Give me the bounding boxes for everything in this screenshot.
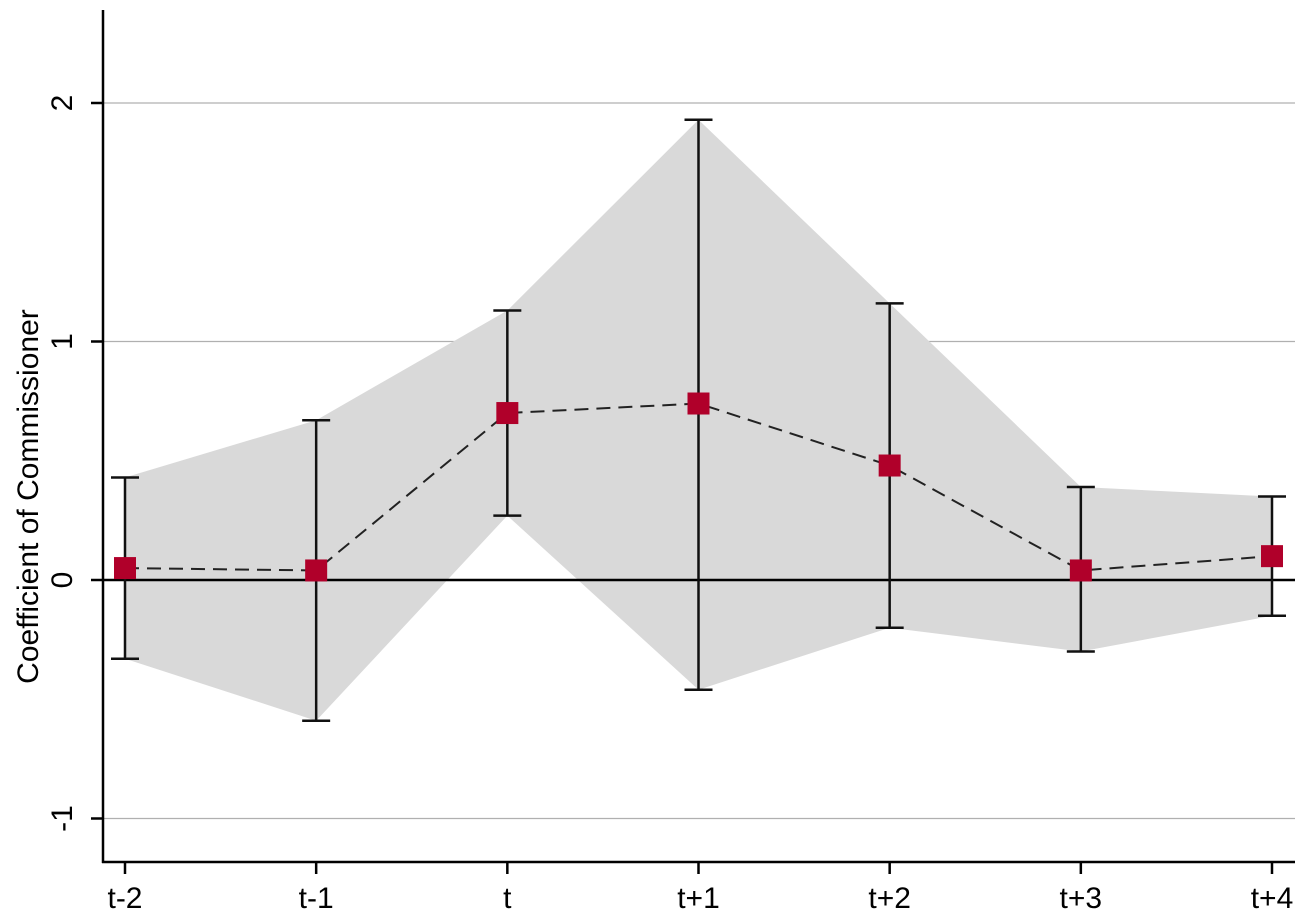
x-tick-label: t: [503, 882, 512, 915]
x-tick-label: t+4: [1251, 882, 1294, 915]
x-tick-label: t+1: [677, 882, 720, 915]
x-tick-labels: t-2 t-1 t t+1 t+2 t+3 t+4: [107, 862, 1293, 915]
data-point-marker: [114, 557, 136, 580]
data-point-marker: [1261, 545, 1283, 568]
data-markers: [114, 392, 1283, 582]
data-point-marker: [878, 454, 901, 477]
data-point-marker: [496, 402, 519, 425]
y-tick-label: 0: [46, 572, 79, 589]
y-axis-title: Coefficient of Commissioner: [12, 309, 45, 684]
x-tick-label: t-2: [107, 882, 142, 915]
y-tick-labels: -1 0 1 2: [46, 95, 103, 832]
y-tick-label: 2: [46, 95, 79, 112]
y-tick-label: 1: [46, 333, 79, 350]
data-point-marker: [305, 559, 328, 582]
y-tick-label: -1: [46, 805, 79, 832]
data-point-marker: [687, 392, 710, 415]
x-tick-label: t-1: [299, 882, 334, 915]
x-tick-label: t+2: [868, 882, 911, 915]
data-point-marker: [1069, 559, 1092, 582]
x-tick-label: t+3: [1060, 882, 1103, 915]
